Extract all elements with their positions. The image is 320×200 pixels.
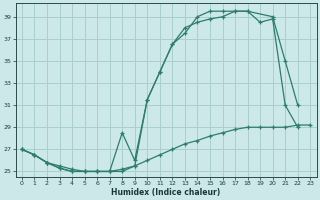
X-axis label: Humidex (Indice chaleur): Humidex (Indice chaleur) — [111, 188, 221, 197]
